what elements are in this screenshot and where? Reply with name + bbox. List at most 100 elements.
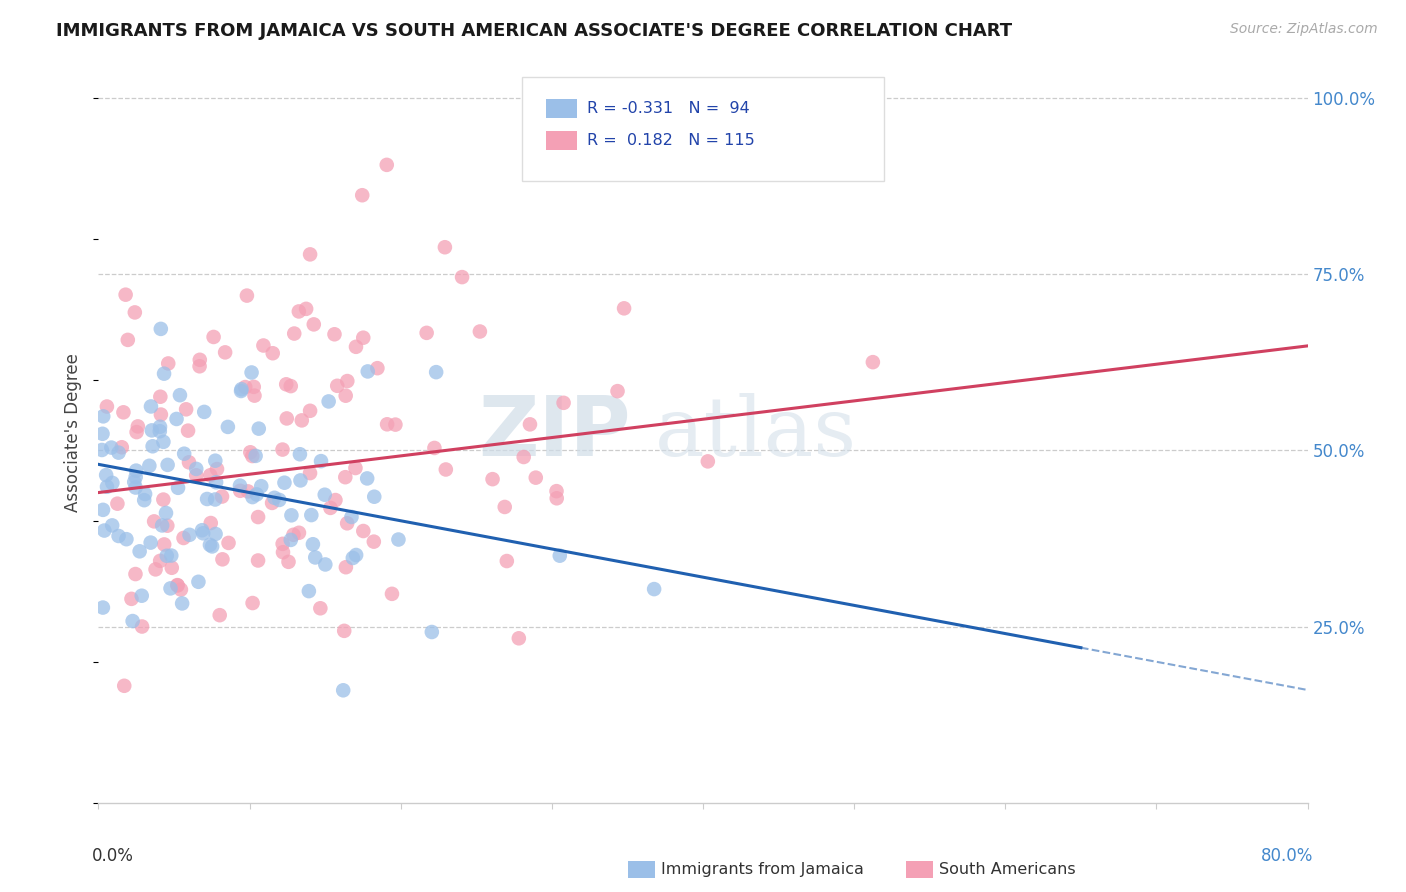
Point: [170, 582, 193, 597]
Point: [423, 441, 446, 455]
Point: [280, 508, 302, 523]
Point: [548, 549, 571, 563]
Point: [239, 445, 262, 459]
Point: [242, 596, 264, 610]
Point: [295, 301, 318, 316]
Point: [271, 442, 294, 457]
Point: [124, 567, 146, 582]
Point: [149, 419, 172, 434]
Point: [186, 462, 208, 476]
Point: [468, 325, 491, 339]
Point: [141, 423, 163, 437]
Point: [325, 493, 347, 508]
Point: [340, 510, 363, 524]
Point: [204, 453, 226, 467]
Point: [125, 470, 148, 484]
Point: [250, 479, 273, 493]
Point: [90, 442, 112, 457]
Point: [122, 475, 145, 489]
Point: [121, 614, 143, 628]
Point: [200, 468, 222, 483]
Point: [643, 582, 665, 596]
Point: [91, 600, 114, 615]
Point: [177, 455, 200, 469]
Point: [613, 301, 636, 316]
Point: [269, 492, 291, 507]
Point: [333, 624, 356, 638]
Point: [319, 500, 342, 515]
Point: [299, 508, 322, 522]
Point: [191, 523, 214, 537]
Point: [193, 405, 215, 419]
Point: [124, 481, 146, 495]
Point: [342, 551, 364, 566]
Text: 0.0%: 0.0%: [93, 847, 134, 865]
Point: [494, 500, 516, 514]
Point: [211, 552, 233, 566]
Point: [481, 472, 503, 486]
Point: [299, 247, 322, 261]
Point: [191, 526, 214, 541]
Point: [247, 422, 270, 436]
Point: [271, 545, 294, 559]
Point: [125, 464, 148, 478]
Point: [508, 632, 530, 646]
Point: [121, 591, 143, 606]
Point: [186, 468, 208, 483]
Point: [273, 475, 295, 490]
Point: [179, 528, 201, 542]
Point: [93, 524, 115, 538]
Text: IMMIGRANTS FROM JAMAICA VS SOUTH AMERICAN ASSOCIATE'S DEGREE CORRELATION CHART: IMMIGRANTS FROM JAMAICA VS SOUTH AMERICA…: [56, 22, 1012, 40]
Point: [107, 529, 129, 543]
Y-axis label: Associate's Degree: Associate's Degree: [65, 353, 83, 512]
Point: [344, 340, 367, 354]
Point: [229, 483, 252, 498]
Point: [94, 468, 117, 483]
Point: [302, 318, 325, 332]
Point: [101, 518, 124, 533]
Point: [107, 497, 129, 511]
Point: [451, 270, 474, 285]
Point: [357, 364, 380, 378]
Point: [231, 382, 253, 396]
Point: [143, 515, 166, 529]
Point: [134, 487, 156, 501]
Point: [236, 484, 259, 499]
Point: [131, 589, 153, 603]
Point: [314, 558, 336, 572]
Point: [245, 449, 267, 463]
Point: [524, 470, 547, 484]
Point: [363, 534, 385, 549]
Point: [101, 475, 124, 490]
Point: [214, 345, 236, 359]
Point: [288, 304, 311, 318]
Point: [277, 555, 299, 569]
Point: [172, 596, 194, 610]
Point: [139, 535, 162, 549]
Point: [326, 379, 349, 393]
Point: [107, 445, 129, 459]
Point: [166, 578, 188, 592]
Point: [233, 380, 256, 394]
Point: [138, 458, 160, 473]
Point: [375, 158, 398, 172]
Point: [363, 490, 385, 504]
Point: [318, 394, 340, 409]
Point: [352, 188, 374, 202]
Point: [271, 537, 294, 551]
Point: [188, 352, 211, 367]
Point: [177, 424, 200, 438]
Point: [553, 396, 575, 410]
Point: [288, 447, 311, 461]
Point: [242, 380, 264, 394]
Point: [166, 412, 188, 426]
Point: [208, 608, 231, 623]
Point: [150, 518, 173, 533]
Point: [299, 466, 322, 480]
Point: [546, 491, 568, 506]
Point: [425, 365, 447, 379]
Point: [91, 503, 114, 517]
Point: [352, 524, 374, 538]
Point: [262, 346, 284, 360]
Point: [100, 441, 122, 455]
